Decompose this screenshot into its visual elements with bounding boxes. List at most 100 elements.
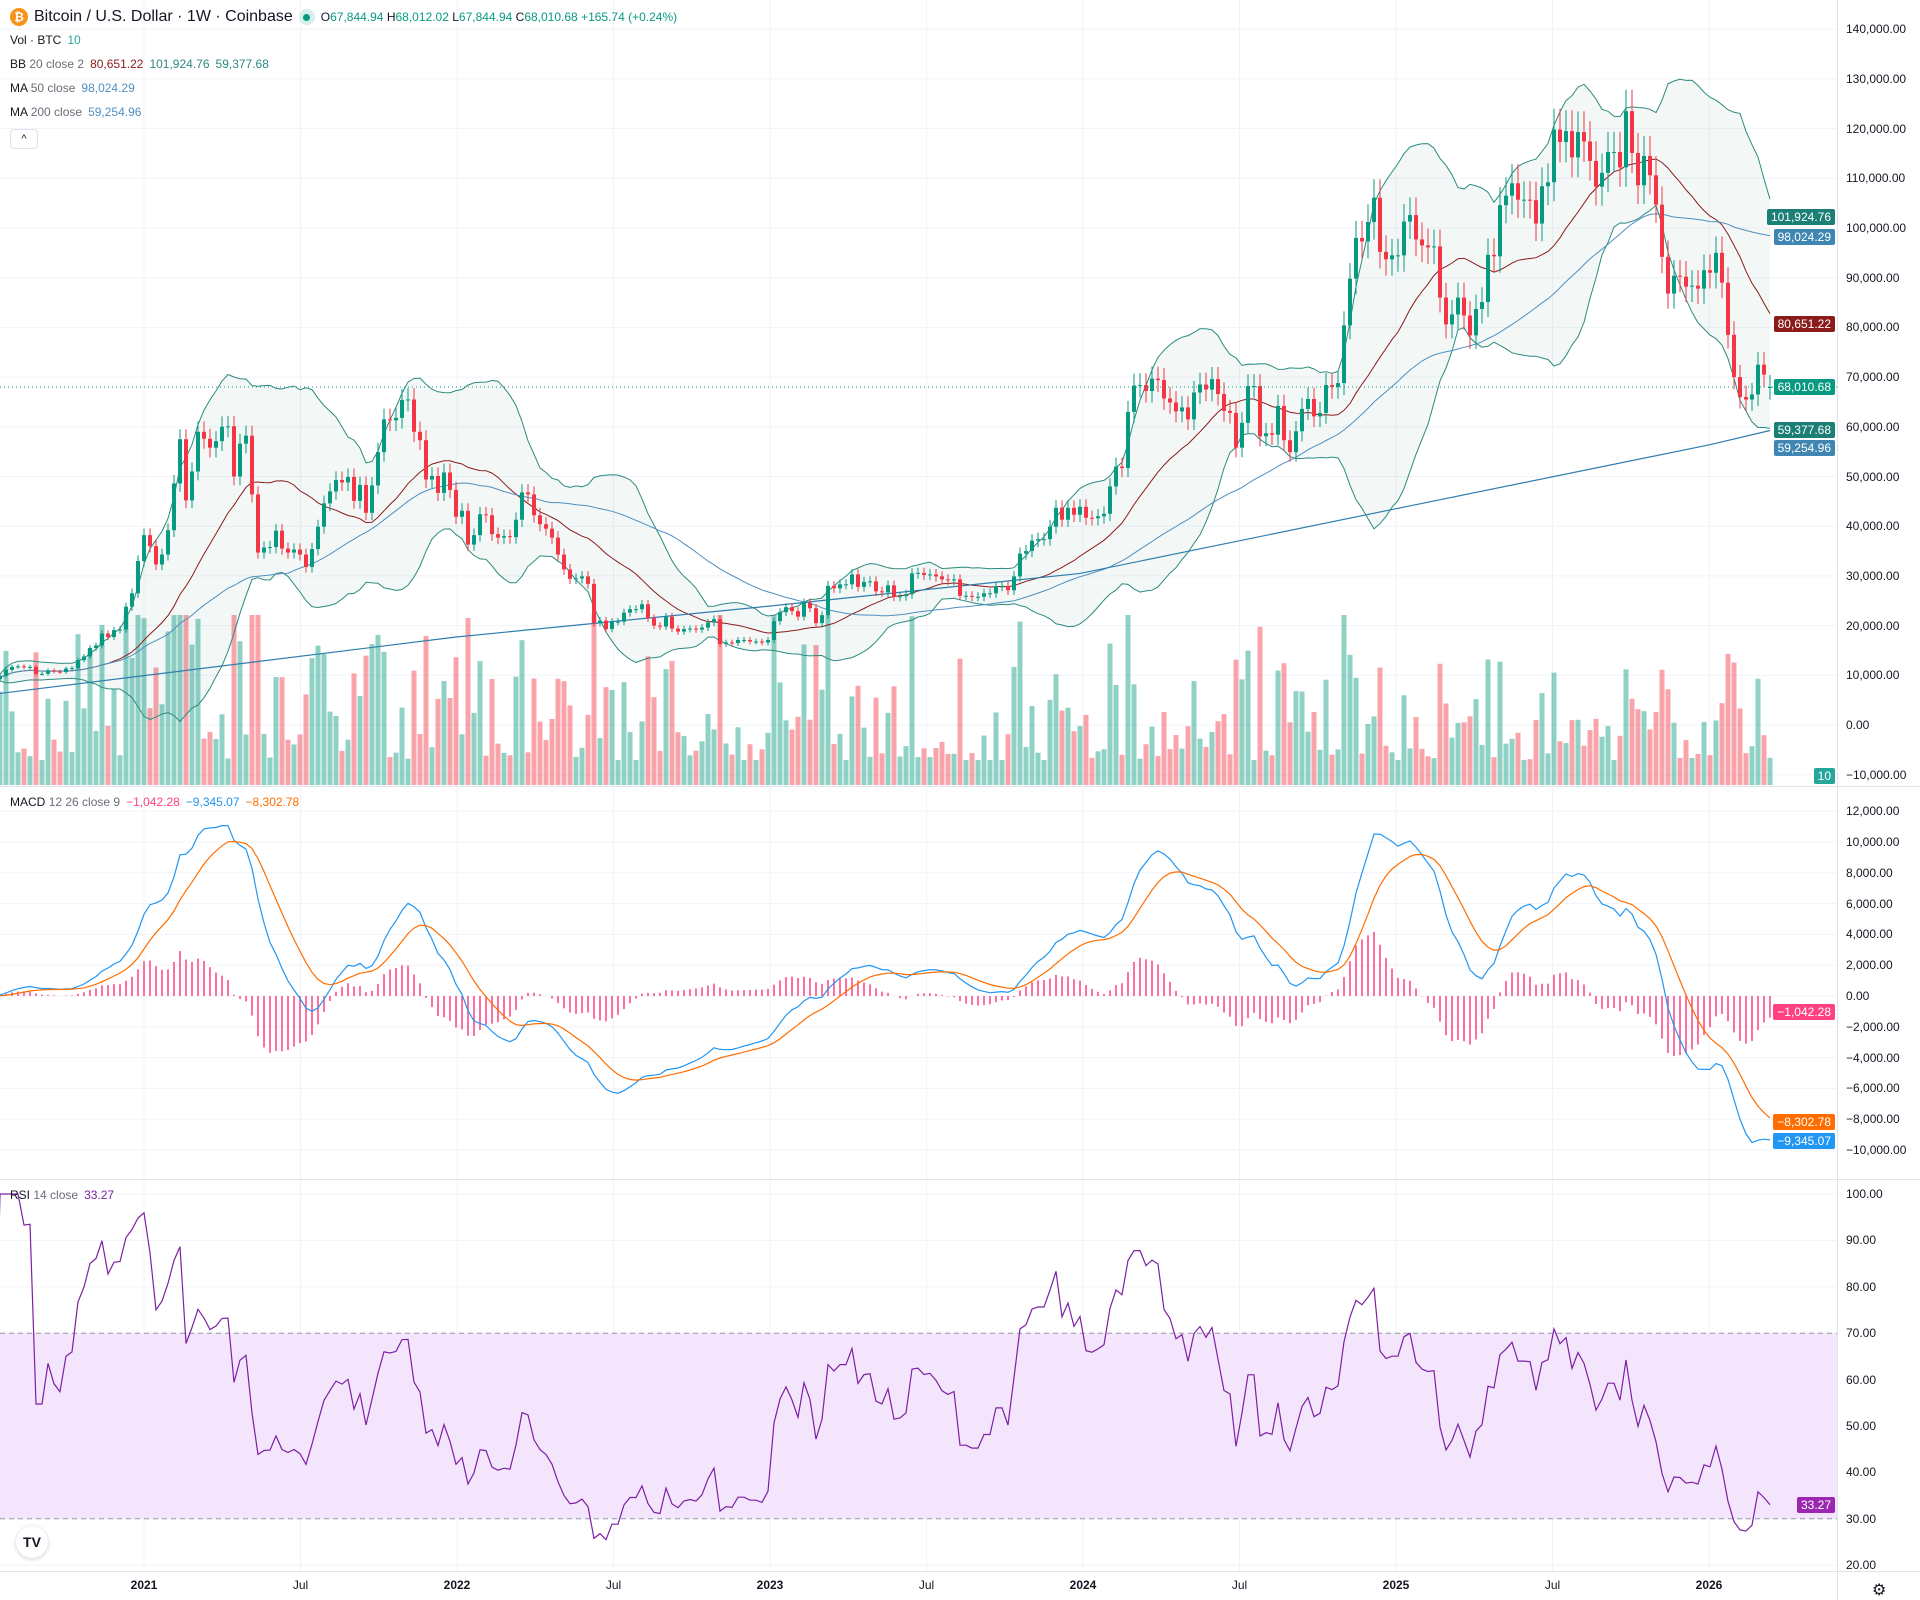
volume-bar — [1065, 707, 1071, 785]
axis-tick-label: 20.00 — [1846, 1558, 1877, 1573]
volume-legend[interactable]: Vol · BTC 10 — [10, 33, 81, 47]
volume-bar — [597, 738, 603, 785]
market-status-icon[interactable] — [298, 9, 315, 25]
candle-body — [1762, 364, 1766, 375]
volume-bar — [1587, 730, 1593, 785]
candle-body — [580, 576, 584, 579]
axis-tick-label: −6,000.00 — [1846, 1081, 1900, 1096]
price-axis[interactable]: 140,000.00 130,000.00 120,000.00 110,000.00… — [1837, 0, 1920, 1600]
chart-plot-area[interactable] — [0, 0, 1837, 1571]
candle-body — [100, 633, 104, 646]
axis-tick-label: 0.00 — [1846, 989, 1870, 1003]
candle-body — [874, 581, 878, 592]
bb-legend[interactable]: BB 20 close 2 80,651.22 101,924.76 59,377.6… — [10, 57, 269, 71]
candle-body — [1042, 539, 1046, 541]
volume-bar — [1203, 746, 1209, 785]
volume-bar — [711, 729, 717, 785]
candle-body — [1744, 396, 1748, 400]
candle-body — [1198, 384, 1202, 393]
volume-bar — [1713, 720, 1719, 785]
macd-legend[interactable]: MACD 12 26 close 9 −1,042.28 −9,345.07 −8,3… — [10, 795, 299, 809]
volume-bar — [1155, 756, 1161, 785]
candle-body — [418, 431, 422, 441]
candle-body — [430, 476, 434, 480]
candle-body — [1510, 183, 1514, 196]
candle-body — [76, 660, 80, 669]
volume-bar — [489, 678, 495, 785]
volume-bar — [1149, 726, 1155, 785]
candle-body — [220, 426, 224, 442]
candle-body — [1684, 276, 1688, 287]
candle-body — [1660, 204, 1664, 257]
candle-body — [1114, 466, 1118, 487]
rsi-legend[interactable]: RSI 14 close 33.27 — [10, 1188, 114, 1202]
candle-body — [538, 515, 542, 525]
volume-bar — [171, 615, 177, 785]
volume-bar — [471, 712, 477, 785]
candle-body — [376, 452, 380, 486]
candle-body — [514, 519, 518, 538]
volume-bar — [1635, 709, 1641, 785]
candle-body — [1144, 385, 1148, 392]
candle-body — [1522, 199, 1526, 201]
axis-tick-label: 50,000.00 — [1846, 469, 1900, 484]
volume-bar — [1305, 731, 1311, 785]
volume-bar — [309, 658, 315, 785]
collapse-legend-button[interactable]: ^ — [10, 129, 38, 149]
volume-bar — [297, 734, 303, 785]
volume-bar — [609, 690, 615, 785]
open-label: O — [320, 10, 331, 24]
ma200-legend[interactable]: MA 200 close 59,254.96 — [10, 105, 141, 119]
candle-body — [1642, 155, 1646, 186]
volume-bar — [1161, 712, 1167, 785]
candle-body — [136, 560, 140, 594]
volume-bar — [21, 748, 27, 785]
volume-bar — [897, 756, 903, 785]
candle-body — [382, 419, 386, 453]
candle-body — [1546, 182, 1550, 187]
settings-icon[interactable]: ⚙ — [1872, 1582, 1887, 1599]
tradingview-logo[interactable]: TV — [16, 1526, 48, 1558]
volume-bar — [1599, 736, 1605, 785]
candle-body — [1372, 197, 1376, 223]
candle-body — [628, 609, 632, 613]
volume-bar — [1461, 722, 1467, 785]
volume-bar — [1611, 760, 1617, 785]
pane-divider[interactable] — [0, 1179, 1920, 1180]
candle-body — [676, 628, 680, 632]
candle-body — [1654, 175, 1658, 205]
volume-bar — [93, 730, 99, 785]
volume-bar — [0, 691, 3, 785]
symbol-legend[interactable]: ₿ Bitcoin / U.S. Dollar · 1W · Coinbase … — [10, 8, 677, 26]
pane-divider[interactable] — [0, 786, 1920, 787]
volume-bar — [1503, 743, 1509, 785]
candle-body — [1312, 398, 1316, 417]
candle-body — [1582, 132, 1586, 142]
volume-bar — [1323, 679, 1329, 785]
candle-body — [1222, 393, 1226, 411]
candle-body — [1414, 215, 1418, 240]
volume-bar — [1419, 748, 1425, 785]
volume-bar — [1107, 643, 1113, 785]
volume-bar — [1329, 754, 1335, 785]
candle-body — [442, 472, 446, 493]
time-tick-label: 2021 — [130, 1578, 158, 1592]
candle-body — [460, 510, 464, 517]
bb-lower-value: 59,377.68 — [215, 57, 269, 71]
axis-tick-label: 30,000.00 — [1846, 568, 1900, 583]
volume-bar — [1527, 759, 1533, 785]
volume-bar — [15, 752, 21, 785]
ma50-legend[interactable]: MA 50 close 98,024.29 — [10, 81, 135, 95]
candle-body — [1180, 407, 1184, 412]
candle-body — [526, 492, 530, 495]
candle-body — [286, 548, 290, 553]
time-tick-label: 2025 — [1382, 1578, 1410, 1592]
candle-body — [856, 574, 860, 587]
volume-bar — [1269, 755, 1275, 785]
volume-bar — [165, 631, 171, 785]
candle-body — [202, 431, 206, 439]
candle-body — [640, 604, 644, 610]
candle-body — [238, 443, 242, 477]
time-tick-label: Jul — [605, 1578, 622, 1592]
volume-bar — [735, 727, 741, 785]
